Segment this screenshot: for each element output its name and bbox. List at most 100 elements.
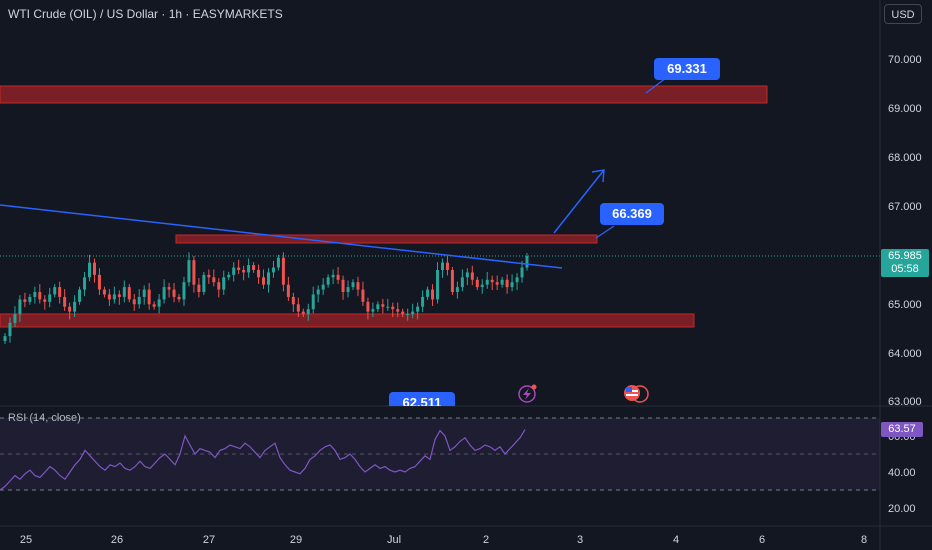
time-tick: 2 — [483, 534, 489, 546]
candle-body — [217, 282, 221, 290]
rsi-line — [0, 429, 526, 491]
candle-body — [132, 299, 136, 305]
candle-body — [247, 265, 251, 273]
callout-pointer-high — [645, 77, 667, 94]
candle-body — [3, 336, 7, 342]
rsi-value-tag: 63.57 — [881, 422, 923, 437]
candle-body — [431, 289, 435, 300]
candle-body — [351, 282, 355, 288]
time-tick: 25 — [20, 534, 32, 546]
callout-66[interactable]: 66.369 — [600, 203, 664, 225]
candle-body — [137, 296, 141, 305]
candle-body — [242, 269, 246, 273]
callout-62[interactable]: 62.511 — [389, 392, 455, 406]
candle-body — [406, 314, 410, 316]
candle-body — [271, 267, 275, 273]
callout-69[interactable]: 69.331 — [654, 58, 720, 80]
candle-body — [450, 269, 454, 293]
time-tick: Jul — [387, 534, 401, 546]
projection-arrow[interactable] — [553, 169, 605, 234]
callout-pointer-mid — [595, 225, 615, 239]
candle-body — [426, 289, 430, 297]
price-tick: 69.000 — [888, 103, 922, 115]
price-axis[interactable]: 70.000 69.000 68.000 67.000 65.000 64.00… — [888, 54, 922, 408]
candle-body — [391, 306, 395, 310]
time-tick: 4 — [673, 534, 679, 546]
candle-body — [197, 284, 201, 293]
candle-body — [361, 289, 365, 302]
currency-button[interactable]: USD — [884, 4, 922, 24]
candle-body — [401, 311, 405, 315]
candle-body — [83, 277, 87, 290]
candle-body — [306, 309, 310, 315]
candle-body — [291, 296, 295, 305]
candle-body — [286, 284, 290, 297]
candle-body — [97, 274, 101, 290]
candle-body — [525, 256, 529, 268]
candle-body — [142, 289, 146, 297]
candle-body — [341, 279, 345, 293]
time-tick: 29 — [290, 534, 302, 546]
candle-body — [445, 262, 449, 270]
candle-body — [172, 289, 176, 297]
candle-body — [147, 289, 151, 305]
candle-body — [162, 287, 166, 300]
candle-body — [102, 289, 106, 295]
rsi-label[interactable]: RSI (14, close) — [8, 412, 81, 424]
candle-body — [222, 277, 226, 290]
candle-body — [440, 262, 444, 270]
zone-66 — [175, 234, 598, 244]
candle-body — [152, 304, 156, 307]
time-tick: 8 — [861, 534, 867, 546]
candle-body — [495, 282, 499, 285]
symbol-title[interactable]: WTI Crude (OIL) / US Dollar · 1h · EASYM… — [8, 7, 283, 21]
candle-body — [281, 257, 285, 285]
candle-body — [117, 294, 121, 297]
candle-body — [470, 272, 474, 280]
candle-body — [252, 265, 256, 270]
candle-body — [63, 296, 67, 307]
candle-body — [8, 322, 12, 337]
rsi-axis[interactable]: 60.00 40.00 20.00 — [888, 431, 916, 515]
candle-body — [421, 296, 425, 307]
candle-body — [316, 289, 320, 295]
candle-body — [386, 306, 390, 308]
candle-body — [23, 299, 27, 302]
candle-body — [356, 282, 360, 290]
price-tick: 70.000 — [888, 54, 922, 66]
zone-69 — [0, 85, 768, 104]
lightning-event-icon[interactable] — [518, 384, 537, 403]
us-flag-event-icon[interactable] — [624, 385, 649, 403]
candle-body — [227, 274, 231, 278]
time-tick: 6 — [759, 534, 765, 546]
candle-body — [43, 299, 47, 302]
last-price-value: 65.985 — [888, 250, 922, 262]
candle-body — [13, 314, 17, 323]
rsi-tick: 40.00 — [888, 467, 916, 479]
candle-body — [92, 262, 96, 275]
candle-body — [311, 294, 315, 310]
candle-body — [127, 287, 131, 300]
candle-body — [376, 304, 380, 310]
candle-body — [53, 287, 57, 295]
time-axis[interactable]: 25 26 27 29 Jul 2 3 4 6 8 — [20, 534, 867, 546]
candle-body — [207, 274, 211, 278]
candle-body — [346, 287, 350, 293]
candle-body — [73, 301, 77, 312]
candle-body — [301, 311, 305, 315]
candle-body — [331, 274, 335, 278]
candle-body — [515, 277, 519, 283]
candle-body — [167, 287, 171, 290]
candle-body — [18, 299, 22, 315]
candle-body — [336, 274, 340, 280]
candle-body — [112, 294, 116, 300]
candle-body — [520, 267, 524, 278]
time-tick: 3 — [577, 534, 583, 546]
candle-body — [157, 299, 161, 307]
candle-body — [465, 272, 469, 278]
trendline[interactable] — [0, 204, 563, 269]
candle-body — [490, 279, 494, 283]
candle-body — [416, 306, 420, 312]
time-tick: 27 — [203, 534, 215, 546]
